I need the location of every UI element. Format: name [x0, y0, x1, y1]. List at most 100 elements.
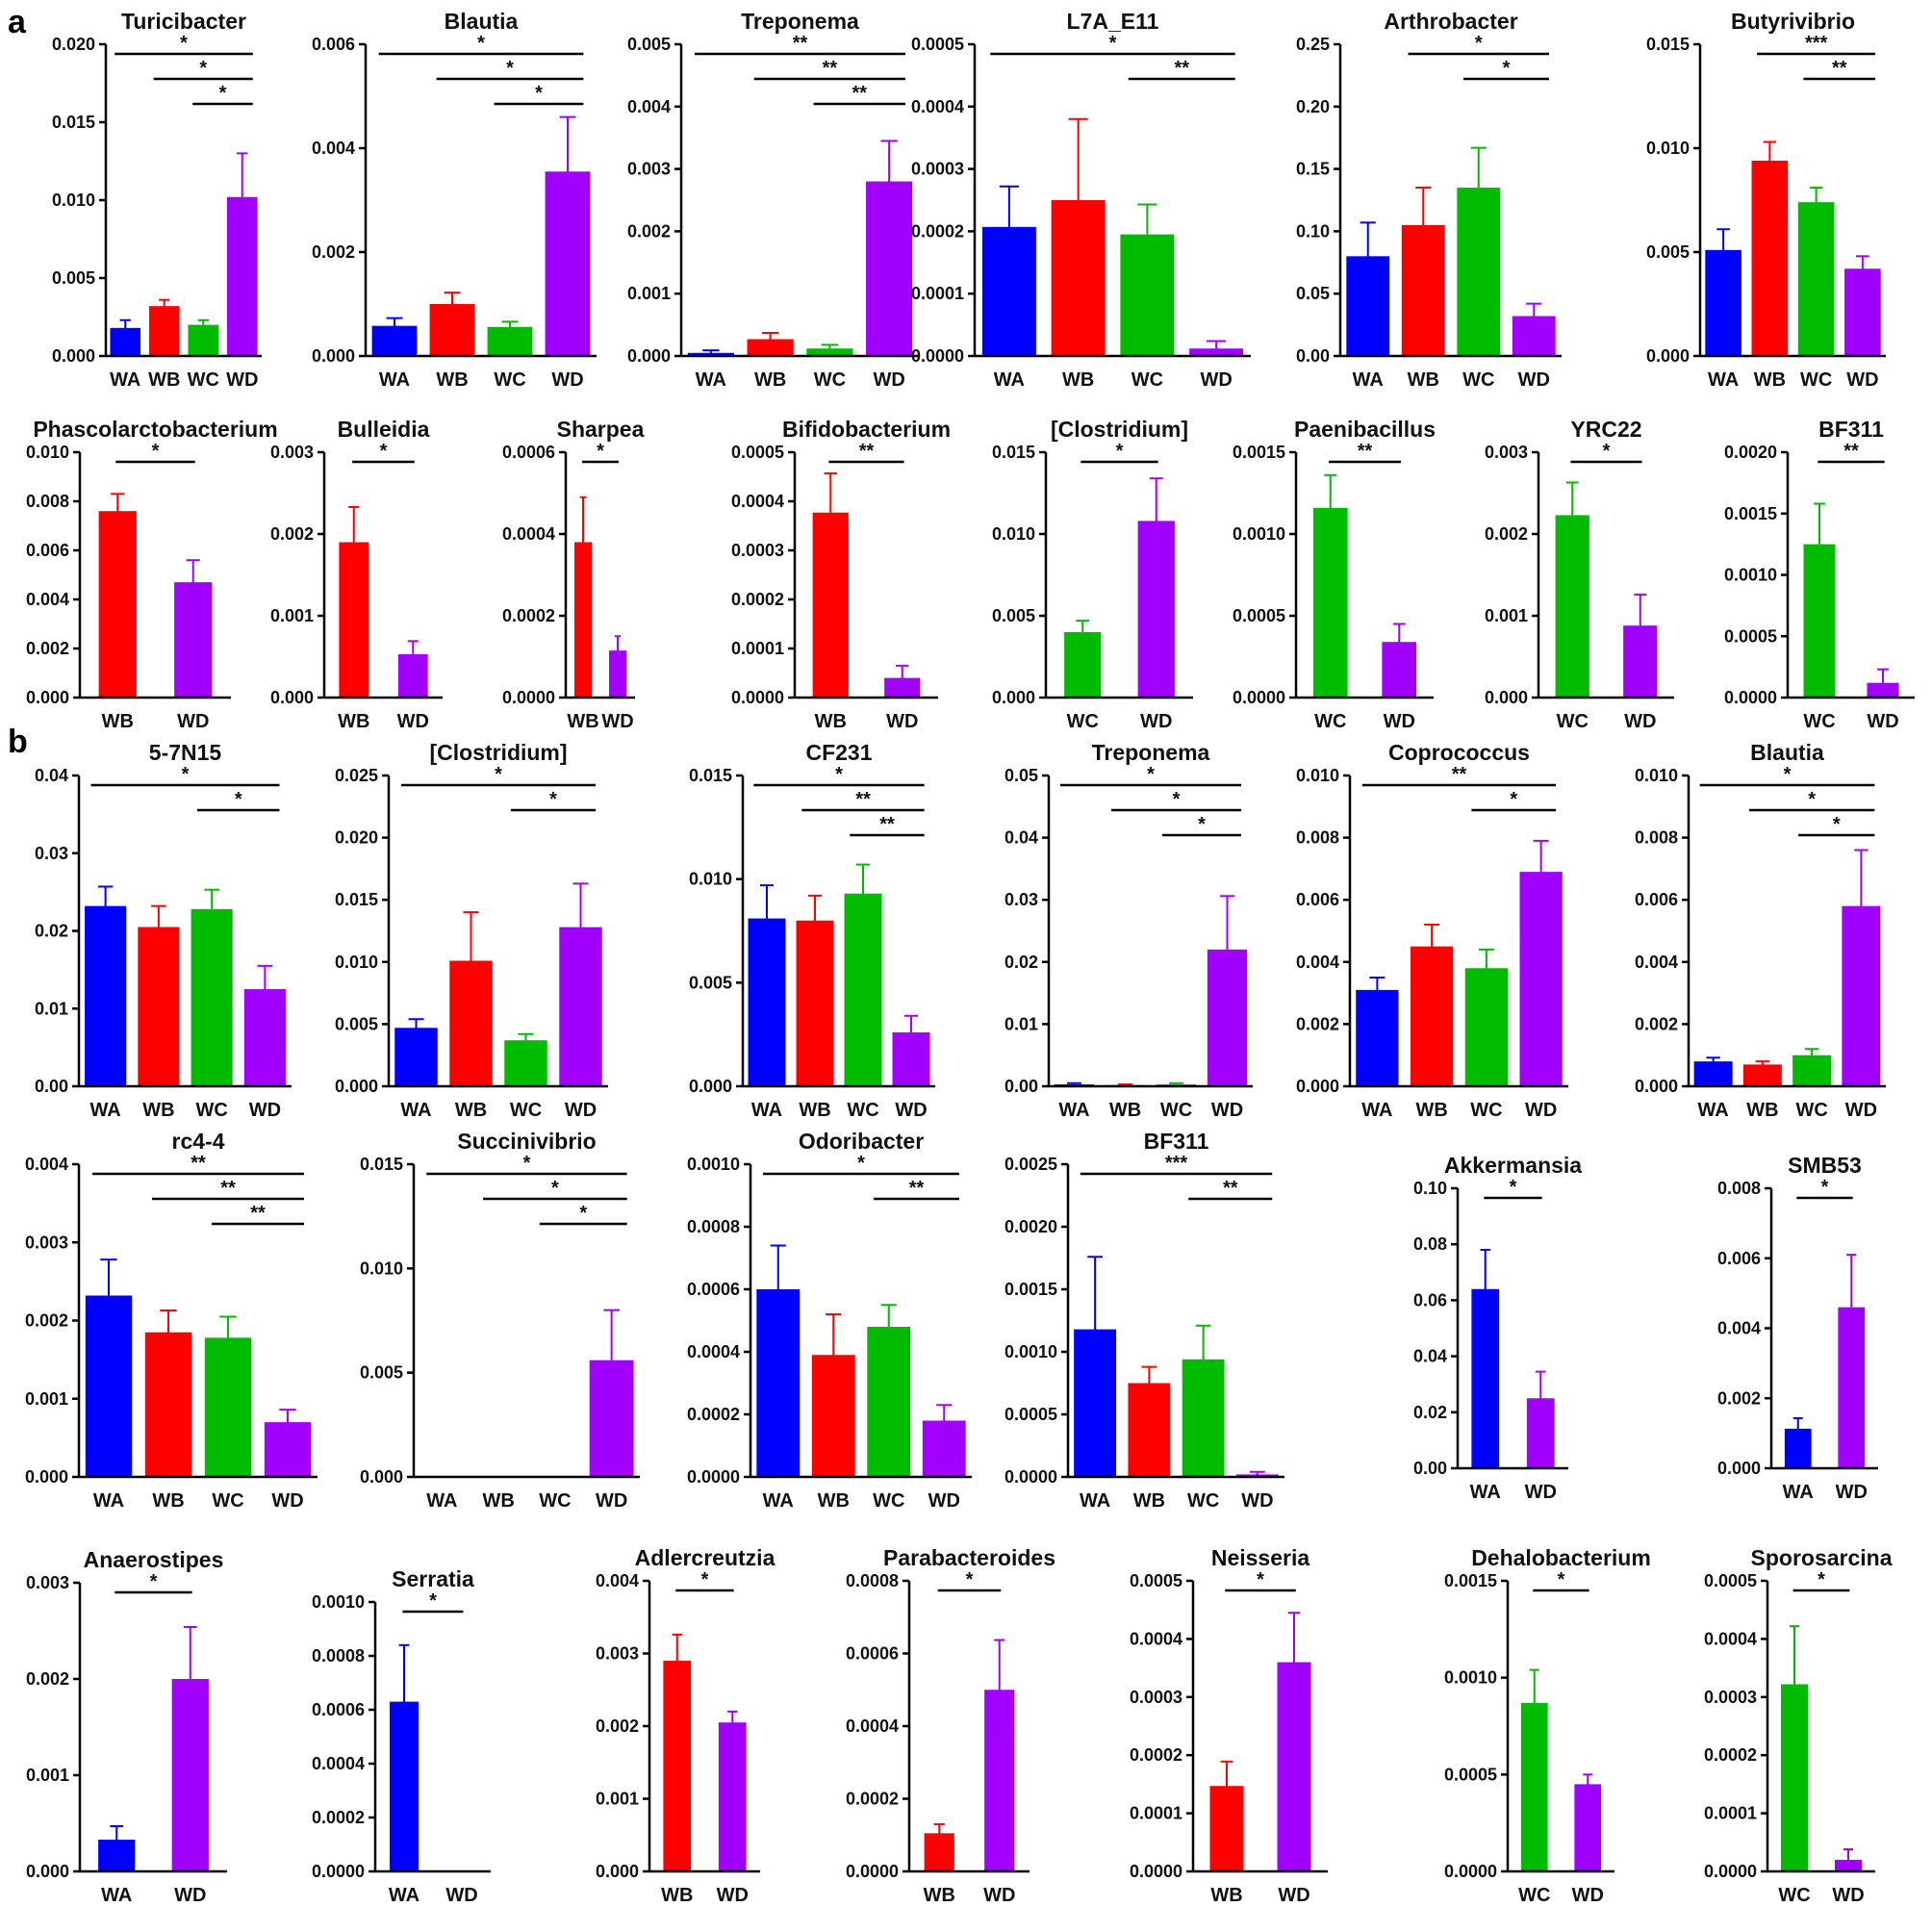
category-label: WD — [1525, 1100, 1557, 1121]
category-label: WB — [1754, 369, 1786, 391]
category-label: WC — [1131, 369, 1163, 391]
significance-label: ** — [823, 58, 838, 79]
category-label: WD — [928, 1490, 960, 1512]
chart-title: CF231 — [805, 740, 872, 765]
y-tick-label: 0.010 — [1296, 766, 1339, 785]
error-bar — [151, 904, 166, 950]
significance-label: * — [1510, 1177, 1517, 1198]
y-tick-label: 0.002 — [312, 242, 355, 262]
category-label: WD — [1140, 711, 1172, 732]
significance-label: * — [1475, 33, 1483, 54]
bar — [144, 1332, 192, 1477]
category-label: WD — [1518, 369, 1550, 391]
y-tick-label: 0.010 — [52, 191, 95, 210]
error-bar — [1220, 1760, 1233, 1812]
y-tick-label: 0.001 — [25, 1389, 68, 1409]
y-tick-label: 0.015 — [335, 890, 378, 909]
significance-label: * — [1198, 814, 1206, 835]
category-label: WA — [1353, 369, 1384, 391]
y-tick-label: 0.000 — [1646, 346, 1690, 366]
y-tick-label: 0.0003 — [1130, 1688, 1182, 1707]
chart-title: BF311 — [1144, 1129, 1209, 1154]
error-bar — [824, 471, 837, 553]
y-tick-label: 0.008 — [1296, 828, 1339, 848]
category-label: WA — [994, 369, 1025, 391]
category-label: WC — [873, 1490, 904, 1512]
chart-panel: Dehalobacterium WC WD 0.0000 0.0005 0.0010 0.0… — [1444, 1545, 1651, 1906]
y-tick-label: 0.015 — [689, 766, 732, 785]
y-tick-label: 0.0002 — [1704, 1745, 1757, 1765]
significance-label: ** — [220, 1178, 236, 1199]
chart-panel: L7A_E11 WA WB WC WD 0.0000 0.0001 0.0002 0.0003 0… — [911, 9, 1251, 391]
chart-title: Anaerostipes — [84, 1547, 224, 1572]
chart-title: BF311 — [1818, 417, 1884, 442]
chart-title: Treponema — [741, 9, 859, 34]
category-label: WC — [814, 369, 846, 391]
significance-label: * — [551, 1178, 559, 1199]
error-bar — [97, 885, 114, 927]
bar — [148, 306, 180, 356]
category-label: WB — [1109, 1100, 1141, 1121]
bar — [663, 1661, 692, 1871]
y-tick-label: 0.0010 — [1004, 1342, 1057, 1361]
y-tick-label: 0.0008 — [687, 1217, 740, 1236]
y-tick-label: 0.0002 — [687, 1405, 740, 1424]
significance-label: * — [597, 441, 604, 462]
category-label: WD — [895, 1100, 927, 1121]
chart-panel: SMB53 WA WD 0.000 0.002 0.004 0.006 0.008 * — [1717, 1153, 1878, 1503]
bar — [504, 1040, 547, 1086]
category-label: WC — [1067, 711, 1099, 732]
bar — [1751, 160, 1789, 356]
error-bar — [1141, 1365, 1157, 1401]
y-tick-label: 0.05 — [1004, 766, 1038, 785]
category-label: WB — [1408, 369, 1439, 391]
category-label: WA — [1361, 1100, 1392, 1121]
y-tick-label: 0.0005 — [1444, 1765, 1497, 1784]
y-tick-label: 0.000 — [1635, 1077, 1678, 1096]
category-label: WA — [696, 369, 726, 391]
error-bar — [1478, 948, 1494, 988]
y-tick-label: 0.004 — [26, 590, 69, 609]
error-bar — [444, 292, 461, 317]
y-tick-label: 0.20 — [1296, 97, 1330, 116]
category-label: WD — [397, 711, 429, 732]
y-tick-label: 0.001 — [1485, 606, 1528, 625]
chart-title: Dehalobacterium — [1471, 1545, 1651, 1570]
y-tick-label: 0.000 — [689, 1077, 732, 1096]
y-tick-label: 0.000 — [270, 688, 314, 707]
y-tick-label: 0.0005 — [911, 35, 964, 54]
bar — [1574, 1784, 1602, 1871]
y-tick-label: 0.05 — [1296, 284, 1330, 303]
y-tick-label: 0.002 — [26, 639, 69, 658]
significance-label: * — [219, 83, 227, 104]
bar — [204, 1337, 252, 1477]
error-bar — [614, 635, 622, 666]
y-tick-label: 0.0003 — [731, 541, 784, 560]
significance-label: * — [1784, 764, 1792, 785]
y-tick-label: 0.00 — [1296, 346, 1330, 366]
y-tick-label: 0.004 — [312, 139, 355, 158]
y-tick-label: 0.002 — [1635, 1014, 1678, 1033]
y-tick-label: 0.000 — [627, 346, 671, 366]
category-label: WD — [1525, 1482, 1557, 1503]
bar — [718, 1722, 747, 1871]
y-tick-label: 0.0000 — [1704, 1862, 1757, 1881]
category-label: WD — [1836, 1482, 1868, 1503]
significance-label: * — [1808, 789, 1816, 810]
error-bar — [386, 317, 403, 335]
category-label: WA — [1783, 1482, 1814, 1503]
chart-panel: Neisseria WB WD 0.0000 0.0001 0.0002 0.0003 0.0… — [1130, 1545, 1328, 1906]
y-tick-label: 0.010 — [1635, 766, 1678, 785]
chart-panel: Paenibacillus WC WD 0.0000 0.0005 0.0010 0.001… — [1233, 417, 1436, 732]
significance-label: *** — [1165, 1153, 1188, 1174]
bar — [138, 927, 180, 1086]
significance-label: ** — [1358, 441, 1373, 462]
y-tick-label: 0.002 — [1485, 524, 1528, 544]
y-tick-label: 0.0010 — [312, 1592, 365, 1612]
chart-title: Turicibacter — [121, 9, 246, 34]
category-label: WD — [1846, 369, 1878, 391]
error-bar — [1789, 1625, 1800, 1743]
significance-label: * — [1821, 1177, 1829, 1198]
y-tick-label: 0.0002 — [846, 1790, 899, 1809]
